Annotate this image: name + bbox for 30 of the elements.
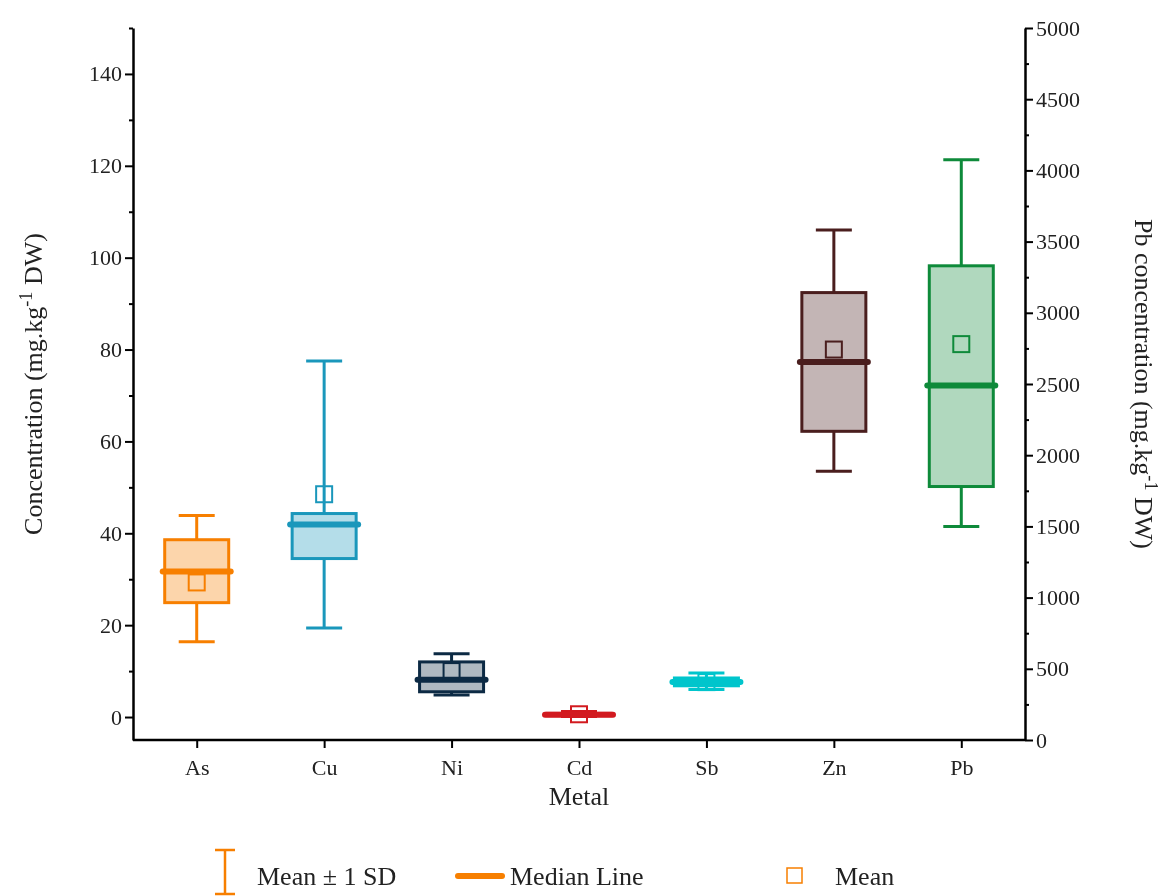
x-tick-label: Cu: [311, 755, 338, 781]
y2-tick-label: 1000: [1036, 585, 1080, 611]
y2-tick-label: 4500: [1036, 86, 1080, 112]
y-tick-label: 100: [89, 245, 122, 271]
y2-tick-label: 5000: [1036, 15, 1080, 41]
x-tick-label: Zn: [822, 755, 847, 781]
x-tick-label: Sb: [695, 755, 719, 781]
y-tick-label: 80: [100, 337, 122, 363]
text: Mean: [835, 862, 895, 891]
x-tick-label: Pb: [950, 755, 974, 781]
y-tick-label: 20: [100, 612, 122, 638]
y2-tick-label: 2500: [1036, 371, 1080, 397]
y2-tick-label: 1500: [1036, 513, 1080, 539]
y-tick-label: 40: [100, 520, 122, 546]
x-tick-label: Cd: [566, 755, 593, 781]
y2-tick-label: 4000: [1036, 157, 1080, 183]
y-tick-label: 140: [89, 61, 122, 87]
y-tick-label: 0: [111, 704, 122, 730]
y2-tick-label: 3000: [1036, 300, 1080, 326]
y-tick-label: 120: [89, 153, 122, 179]
y2-tick-label: 500: [1036, 656, 1069, 682]
y2-tick-label: 2000: [1036, 442, 1080, 468]
y2-tick-label: 3500: [1036, 229, 1080, 255]
y2-tick-label: 0: [1036, 727, 1047, 753]
text: Median Line: [510, 862, 644, 891]
y-tick-label: 60: [100, 428, 122, 454]
x-tick-label: Ni: [441, 755, 464, 781]
x-tick-label: As: [184, 755, 210, 781]
text: Mean ± 1 SD: [257, 862, 397, 891]
x-axis-title: Metal: [548, 782, 610, 811]
